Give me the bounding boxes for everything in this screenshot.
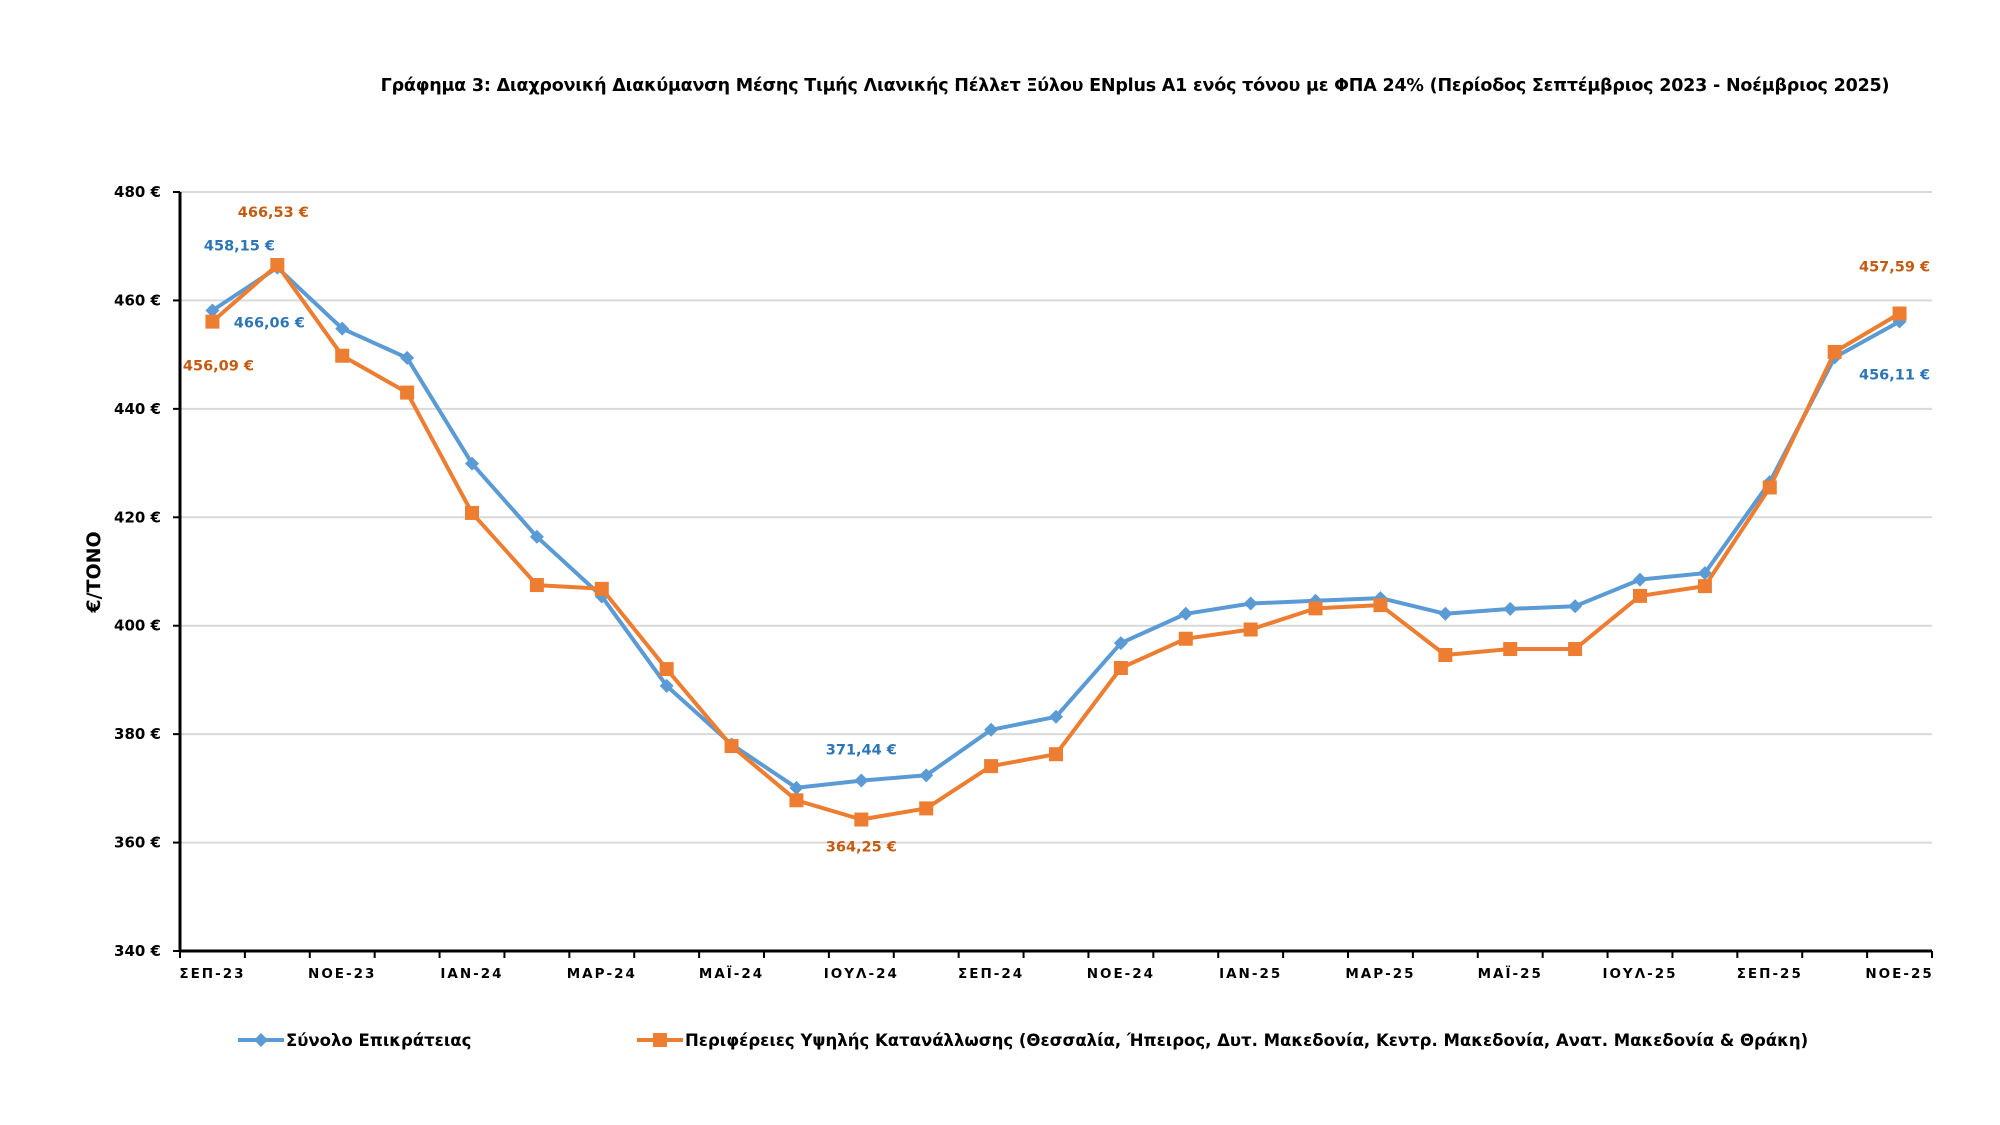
data-point bbox=[659, 678, 674, 693]
data-label: 364,25 € bbox=[826, 840, 897, 856]
x-tick-label: ΜΑΡ-25 bbox=[1345, 966, 1415, 982]
data-point bbox=[919, 801, 934, 816]
y-tick-label: 360 € bbox=[114, 834, 161, 852]
legend-item-total[interactable]: Σύνολο Επικράτειας bbox=[238, 1028, 471, 1052]
gridlines bbox=[180, 191, 1932, 844]
data-point bbox=[1568, 599, 1583, 614]
data-label: 466,53 € bbox=[238, 205, 309, 221]
y-axis-ticks: 340 € 360 € 380 € 400 € 420 € 440 € 460 € 480 € bbox=[114, 183, 180, 960]
series-line bbox=[211, 265, 1901, 790]
x-tick-label: ΝΟΕ-23 bbox=[308, 966, 376, 982]
y-axis-label: €/ΤΟΝΟ bbox=[83, 531, 105, 613]
y-tick-label: 480 € bbox=[114, 183, 161, 201]
x-tick-label: ΝΟΕ-24 bbox=[1087, 966, 1155, 982]
data-point bbox=[1503, 642, 1518, 657]
data-point bbox=[1827, 344, 1842, 359]
data-point bbox=[529, 578, 544, 593]
data-point bbox=[529, 529, 544, 544]
data-point bbox=[1892, 306, 1907, 321]
y-tick-label: 340 € bbox=[114, 942, 161, 960]
data-point bbox=[659, 662, 674, 677]
data-point bbox=[400, 350, 415, 365]
data-label: 466,06 € bbox=[234, 316, 305, 332]
data-point bbox=[1243, 622, 1258, 637]
data-label: 456,11 € bbox=[1859, 368, 1930, 384]
data-label: 456,09 € bbox=[183, 359, 254, 375]
y-tick-label: 420 € bbox=[114, 508, 161, 526]
data-point bbox=[724, 739, 739, 754]
data-point bbox=[984, 722, 999, 737]
data-point bbox=[1308, 601, 1323, 616]
y-tick-label: 460 € bbox=[114, 291, 161, 309]
data-point bbox=[1178, 631, 1193, 646]
x-axis-ticks: ΣΕΠ-23 ΝΟΕ-23 ΙΑΝ-24 ΜΑΡ-24 ΜΑΪ-24 ΙΟΥΛ-24 ΣΕΠ… bbox=[179, 951, 1933, 982]
data-point bbox=[270, 258, 285, 273]
legend-diamond-icon bbox=[238, 1033, 284, 1047]
x-tick-label: ΙΟΥΛ-25 bbox=[1602, 966, 1677, 982]
series-line bbox=[211, 263, 1901, 822]
data-point bbox=[789, 793, 804, 808]
x-tick-label: ΣΕΠ-23 bbox=[179, 966, 245, 982]
data-point bbox=[335, 321, 350, 336]
data-point bbox=[1113, 661, 1128, 676]
y-tick-label: 380 € bbox=[114, 725, 161, 743]
x-tick-label: ΙΑΝ-24 bbox=[440, 966, 503, 982]
data-point bbox=[984, 759, 999, 774]
data-point bbox=[1633, 572, 1647, 587]
data-point bbox=[789, 780, 804, 795]
data-point bbox=[400, 385, 415, 400]
data-point bbox=[1568, 642, 1583, 657]
data-label: 371,44 € bbox=[826, 743, 897, 759]
data-point bbox=[1633, 588, 1647, 603]
data-point bbox=[919, 768, 934, 783]
data-point bbox=[205, 314, 220, 329]
x-tick-label: ΣΕΠ-24 bbox=[958, 966, 1024, 982]
data-point bbox=[465, 456, 479, 471]
chart-title: Γράφημα 3: Διαχρονική Διακύμανση Μέσης Τ… bbox=[380, 76, 1890, 96]
data-point bbox=[1762, 480, 1777, 495]
y-tick-label: 400 € bbox=[114, 617, 161, 635]
data-point bbox=[854, 773, 869, 788]
data-point bbox=[205, 303, 220, 318]
x-tick-label: ΝΟΕ-25 bbox=[1865, 966, 1933, 982]
series-total bbox=[205, 260, 1907, 795]
data-point bbox=[335, 348, 350, 363]
data-point bbox=[1243, 596, 1258, 611]
x-tick-label: ΜΑΡ-24 bbox=[567, 966, 637, 982]
data-point bbox=[1697, 566, 1712, 581]
legend-square-icon bbox=[637, 1033, 683, 1047]
data-point bbox=[1503, 601, 1518, 616]
data-labels: 458,15 € 466,06 € 371,44 € 456,11 € 456,09 €… bbox=[183, 205, 1930, 856]
data-point bbox=[1113, 636, 1128, 651]
data-point bbox=[1049, 709, 1063, 724]
x-tick-label: ΙΟΥΛ-24 bbox=[824, 966, 899, 982]
axes bbox=[178, 192, 1932, 953]
x-tick-label: ΜΑΪ-25 bbox=[1478, 965, 1543, 982]
x-tick-label: ΣΕΠ-25 bbox=[1737, 966, 1803, 982]
series-layer bbox=[205, 258, 1907, 827]
x-tick-label: ΜΑΪ-24 bbox=[699, 965, 764, 982]
legend-item-high-consumption[interactable]: Περιφέρειες Υψηλής Κατανάλλωσης (Θεσσαλί… bbox=[637, 1028, 1808, 1052]
data-point bbox=[594, 581, 609, 596]
data-point bbox=[1049, 747, 1063, 762]
data-point bbox=[1438, 647, 1453, 662]
data-point bbox=[1438, 606, 1453, 621]
legend-label-high-consumption: Περιφέρειες Υψηλής Κατανάλλωσης (Θεσσαλί… bbox=[685, 1030, 1809, 1050]
data-point bbox=[1697, 579, 1712, 594]
data-point bbox=[1373, 598, 1388, 613]
data-label: 458,15 € bbox=[204, 238, 275, 254]
data-label: 457,59 € bbox=[1859, 259, 1930, 275]
y-tick-label: 440 € bbox=[114, 400, 161, 418]
series-high-consumption bbox=[205, 258, 1907, 827]
x-tick-label: ΙΑΝ-25 bbox=[1219, 966, 1282, 982]
data-point bbox=[1178, 606, 1193, 621]
data-point bbox=[465, 505, 479, 520]
legend-label-total: Σύνολο Επικράτειας bbox=[286, 1030, 472, 1050]
data-point bbox=[854, 812, 869, 827]
